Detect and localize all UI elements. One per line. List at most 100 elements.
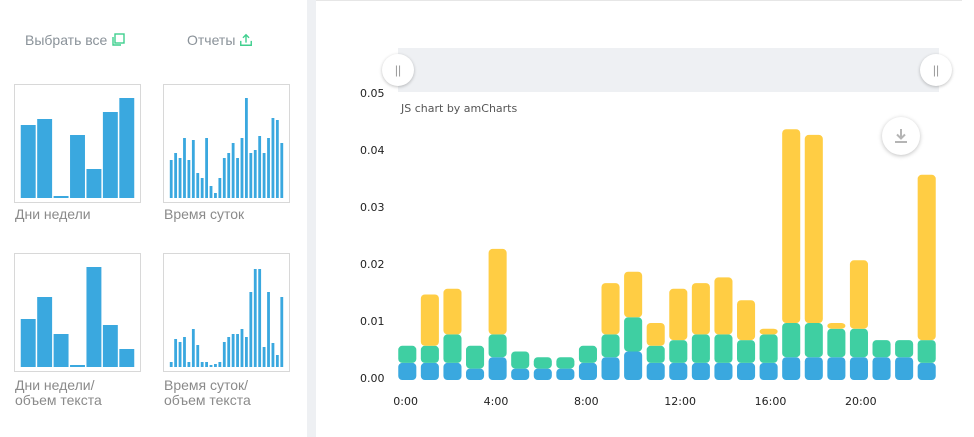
copy-icon	[112, 33, 126, 46]
mini-bar	[222, 342, 226, 367]
panel-divider	[307, 0, 316, 437]
mini-bar	[200, 178, 204, 198]
mini-bar	[20, 125, 36, 198]
mini-bar	[196, 345, 200, 367]
y-tick-label: 0.02	[360, 258, 385, 271]
thumbnail-weekdays-text-volume[interactable]	[14, 253, 141, 372]
chart-panel-top-border	[316, 0, 962, 1]
scrollbar-right-grip[interactable]: ||	[920, 54, 952, 86]
mini-bar	[20, 319, 36, 367]
weekdays-text-volume-mini-chart	[20, 267, 135, 367]
mini-bar	[53, 196, 69, 198]
mini-bar	[236, 158, 239, 198]
mini-bar	[102, 112, 118, 198]
mini-bar	[244, 337, 248, 367]
y-tick-label: 0.05	[360, 87, 385, 100]
export-button[interactable]	[882, 117, 920, 155]
thumbnail-time-of-day-text-volume[interactable]	[163, 253, 290, 372]
mini-bar	[227, 153, 231, 198]
mini-bar	[262, 347, 266, 367]
label-line-1: Дни недели/	[15, 377, 95, 393]
y-tick-label: 0.00	[360, 372, 385, 385]
x-tick-label: 12:00	[664, 395, 696, 408]
x-tick-label: 0:00	[393, 395, 418, 408]
mini-bar	[236, 334, 239, 367]
mini-bar	[258, 269, 262, 367]
mini-bar	[53, 334, 69, 367]
mini-bar	[183, 138, 186, 198]
mini-bar	[267, 292, 270, 367]
mini-bar	[271, 343, 275, 367]
thumbnail-weekdays-text-volume-label: Дни недели/ объем текста	[15, 378, 102, 408]
thumbnail-time-of-day[interactable]	[163, 84, 290, 203]
select-all-button[interactable]: Выбрать все	[25, 32, 126, 48]
mini-bar	[119, 98, 135, 198]
mini-bar	[191, 329, 195, 367]
mini-bar	[258, 136, 262, 198]
mini-bar	[253, 150, 257, 198]
mini-bar	[218, 362, 222, 367]
label-line-1: Время суток/	[164, 377, 249, 393]
mini-bar	[178, 342, 182, 367]
mini-bar	[214, 364, 217, 367]
thumbnail-weekdays-label: Дни недели	[15, 206, 91, 222]
mini-bar	[262, 153, 266, 198]
chart-scrollbar[interactable]	[398, 48, 939, 92]
x-tick-label: 8:00	[573, 395, 599, 408]
x-tick-label: 20:00	[844, 395, 877, 408]
mini-bar	[249, 153, 253, 198]
grip-icon: ||	[932, 63, 940, 77]
mini-bar	[227, 337, 231, 367]
mini-bar	[280, 297, 284, 367]
mini-bar	[280, 143, 284, 198]
reports-button[interactable]: Отчеты	[187, 32, 253, 48]
mini-bar	[231, 334, 235, 367]
mini-bar	[70, 365, 85, 367]
mini-bar	[218, 178, 222, 198]
mini-bar	[169, 362, 173, 367]
chart-credit[interactable]: JS chart by amCharts	[401, 102, 518, 115]
mini-bar	[196, 173, 200, 198]
thumbnail-weekdays[interactable]	[14, 84, 141, 203]
mini-bar	[253, 269, 257, 367]
label-line-2: объем текста	[164, 392, 251, 408]
time-of-day-text-volume-mini-chart	[169, 269, 284, 367]
select-all-label: Выбрать все	[25, 32, 108, 48]
reports-label: Отчеты	[187, 32, 236, 48]
y-tick-label: 0.03	[360, 201, 385, 214]
mini-bar	[169, 160, 173, 198]
mini-bar	[70, 135, 85, 198]
thumbnail-time-of-day-text-volume-label: Время суток/ объем текста	[164, 378, 251, 408]
label-line-2: объем текста	[15, 392, 102, 408]
upload-icon	[240, 33, 253, 46]
weekdays-mini-chart	[20, 98, 135, 198]
y-tick-label: 0.04	[360, 144, 385, 157]
mini-bar	[205, 362, 208, 367]
mini-bar	[102, 325, 118, 367]
scrollbar-left-grip[interactable]: ||	[382, 54, 414, 86]
thumbnail-time-of-day-label: Время суток	[164, 206, 245, 222]
mini-bar	[119, 349, 135, 367]
mini-bar	[187, 362, 191, 367]
mini-bar	[240, 138, 244, 198]
y-tick-label: 0.01	[360, 315, 385, 328]
x-tick-label: 4:00	[483, 395, 509, 408]
mini-bar	[240, 329, 244, 367]
mini-bar	[209, 365, 213, 367]
mini-bar	[209, 186, 213, 198]
download-icon	[895, 129, 907, 143]
mini-bar	[86, 267, 102, 367]
mini-bar	[275, 355, 279, 367]
mini-bar	[191, 140, 195, 198]
mini-bar	[231, 143, 235, 198]
mini-bar	[37, 297, 53, 367]
mini-bar	[37, 119, 53, 198]
mini-bar	[275, 120, 279, 198]
time-of-day-mini-chart	[169, 98, 284, 198]
mini-bar	[178, 158, 182, 198]
mini-bar	[174, 339, 178, 367]
mini-bar	[86, 169, 102, 198]
grip-icon: ||	[394, 63, 402, 77]
mini-bar	[244, 98, 248, 198]
mini-bar	[222, 158, 226, 198]
